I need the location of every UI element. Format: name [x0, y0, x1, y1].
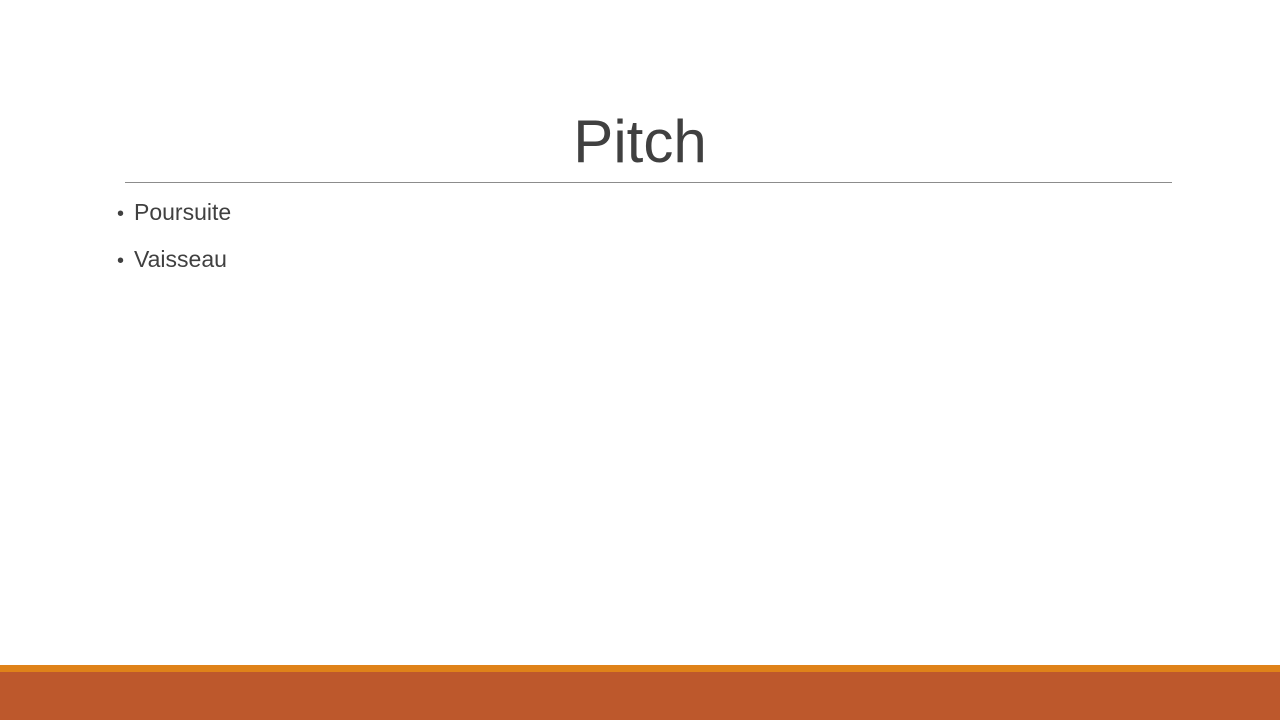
bullet-text: Poursuite: [134, 199, 232, 225]
bullet-marker-icon: •: [117, 250, 125, 272]
bullet-item: • Vaisseau: [117, 242, 231, 289]
title-divider: [125, 182, 1172, 183]
bullet-list: • Poursuite • Vaisseau: [117, 195, 231, 289]
bullet-text: Vaisseau: [134, 246, 227, 272]
bullet-marker-icon: •: [117, 203, 125, 225]
slide-title: Pitch: [573, 108, 707, 175]
bullet-item: • Poursuite: [117, 195, 231, 242]
footer-accent-stripe: [0, 665, 1280, 672]
footer-band: [0, 672, 1280, 720]
